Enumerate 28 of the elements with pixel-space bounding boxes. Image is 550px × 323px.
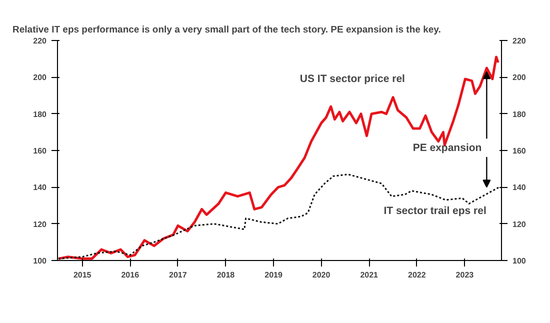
y2-tick-label: 100: [512, 256, 526, 266]
x-tick-label: 2023: [456, 270, 474, 280]
annotation: IT sector trail eps rel: [384, 205, 486, 217]
y2-tick-label: 120: [512, 220, 526, 229]
x-tick-label: 2018: [216, 270, 236, 280]
y2-tick-label: 220: [512, 36, 526, 46]
y2-tick-label: 140: [512, 183, 526, 192]
y-tick-label: 160: [33, 146, 48, 156]
chart-title: Relative IT eps performance is only a very small part of the tech story. PE expansion is the key.: [12, 24, 441, 36]
x-tick-label: 2016: [121, 270, 140, 280]
x-tick-label: 2017: [169, 270, 188, 280]
y-tick-label: 220: [33, 36, 48, 46]
y-tick-label: 140: [33, 183, 48, 192]
y2-tick-label: 180: [512, 110, 526, 119]
x-tick-label: 2021: [360, 270, 379, 280]
annotation: PE expansion: [412, 142, 482, 154]
x-tick-label: 2022: [408, 270, 426, 280]
x-tick-label: 2019: [264, 270, 283, 280]
x-tick-label: 2015: [73, 270, 92, 280]
y2-tick-label: 160: [512, 146, 526, 156]
y-tick-label: 120: [33, 220, 48, 229]
x-tick-label: 2020: [312, 270, 331, 280]
annotation: US IT sector price rel: [300, 73, 406, 85]
line-series: [58, 56, 500, 260]
y-tick-label: 200: [33, 73, 48, 82]
y2-tick-label: 200: [512, 73, 526, 82]
y-tick-label: 180: [33, 110, 48, 119]
y-tick-label: 100: [33, 256, 48, 266]
